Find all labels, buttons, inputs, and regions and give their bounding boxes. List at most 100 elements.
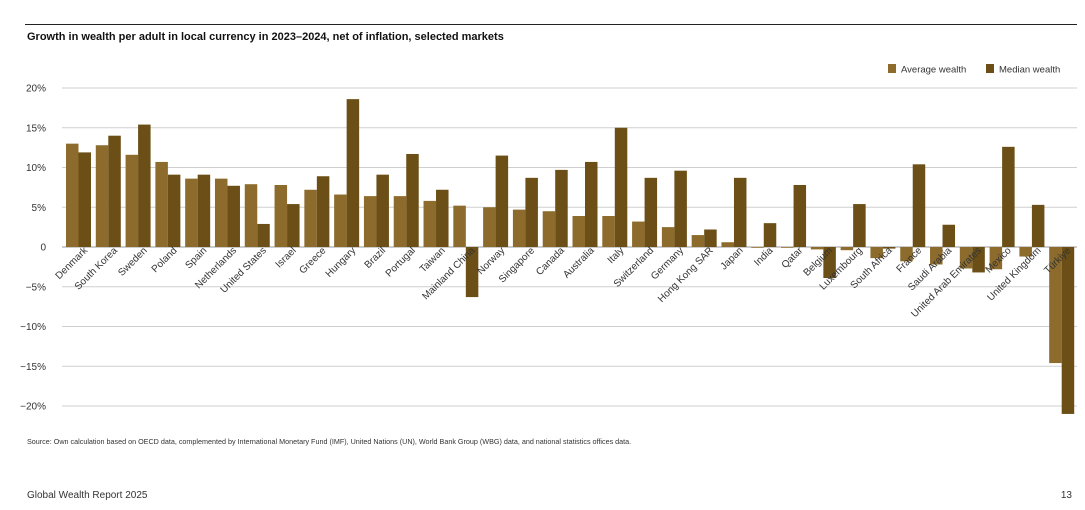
bar-average xyxy=(1019,247,1032,257)
bar-average xyxy=(244,184,258,247)
x-tick-label: Israel xyxy=(274,245,299,270)
bar-median xyxy=(406,153,419,247)
bar-average xyxy=(870,247,883,259)
report-name: Global Wealth Report 2025 xyxy=(27,490,148,501)
bar-average xyxy=(781,247,794,248)
bar-median xyxy=(197,174,211,247)
bar-median xyxy=(316,176,330,247)
bar-median xyxy=(525,177,538,247)
y-tick-label: 5% xyxy=(32,203,47,214)
y-tick-label: −15% xyxy=(20,362,46,373)
bar-average xyxy=(691,235,705,247)
bar-average xyxy=(185,178,198,247)
bar-median xyxy=(674,170,687,247)
bar-average xyxy=(572,215,585,247)
legend-swatch xyxy=(986,64,994,73)
bar-median xyxy=(1002,146,1015,247)
bar-average xyxy=(334,194,347,247)
bar-average xyxy=(423,200,437,247)
bar-average xyxy=(751,247,764,248)
y-tick-label: −5% xyxy=(26,282,46,293)
bar-average xyxy=(721,242,734,247)
bar-median xyxy=(614,127,628,247)
bar-median xyxy=(257,223,270,247)
bar-median xyxy=(823,247,836,279)
bar-average xyxy=(542,211,556,247)
x-tick-label: Italy xyxy=(606,245,627,266)
bar-average xyxy=(840,247,854,251)
top-rule xyxy=(25,24,1077,25)
bar-average xyxy=(512,209,526,247)
bar-average xyxy=(304,189,317,247)
x-tick-label: Hungary xyxy=(324,245,359,280)
bar-average xyxy=(214,178,228,247)
x-tick-label: Australia xyxy=(561,245,597,281)
bar-median xyxy=(436,189,449,247)
bar-average xyxy=(95,145,109,247)
bar-median xyxy=(704,229,717,247)
page-number: 13 xyxy=(1060,490,1072,501)
bar-average xyxy=(632,221,645,247)
bar-average xyxy=(483,207,496,247)
bar-median xyxy=(1031,204,1045,247)
bar-median xyxy=(793,184,807,247)
source-note: Source: Own calculation based on OECD da… xyxy=(27,437,632,446)
x-tick-label: Brazil xyxy=(363,245,388,270)
bar-median xyxy=(763,223,777,247)
chart-title: Growth in wealth per adult in local curr… xyxy=(27,31,504,43)
x-tick-label: Sweden xyxy=(116,245,149,278)
y-tick-label: −10% xyxy=(20,322,46,333)
bar-median xyxy=(376,174,389,247)
bar-median xyxy=(585,161,598,247)
bar-average xyxy=(930,247,943,265)
bar-median xyxy=(465,247,479,298)
bar-median xyxy=(733,177,747,247)
x-tick-label: Qatar xyxy=(780,245,806,271)
x-tick-label: Spain xyxy=(183,245,209,271)
bar-average xyxy=(453,205,466,247)
legend-swatch xyxy=(888,64,896,73)
bar-average xyxy=(274,184,288,247)
bar-median xyxy=(555,169,568,247)
bar-median xyxy=(882,247,896,249)
bar-median xyxy=(1061,247,1075,414)
x-tick-label: Japan xyxy=(719,245,746,272)
bar-median xyxy=(644,177,658,247)
x-tick-label: India xyxy=(752,245,775,268)
bar-average xyxy=(1049,247,1062,364)
bar-median xyxy=(138,124,151,247)
bar-median xyxy=(78,152,91,247)
bar-median xyxy=(108,135,121,247)
bar-average xyxy=(66,143,79,247)
bar-average xyxy=(125,154,139,247)
y-tick-label: 20% xyxy=(26,84,46,95)
bar-average xyxy=(363,196,377,247)
bar-average xyxy=(989,247,1003,270)
bar-average xyxy=(810,247,824,250)
bar-median xyxy=(495,155,509,247)
bar-average xyxy=(661,227,675,247)
bar-median xyxy=(287,204,300,247)
y-tick-label: 10% xyxy=(26,163,46,174)
bar-average xyxy=(900,247,913,262)
y-tick-label: 15% xyxy=(26,123,46,134)
bar-median xyxy=(167,174,181,247)
bar-median xyxy=(912,164,926,247)
x-tick-label: Poland xyxy=(150,245,180,275)
legend-label: Average wealth xyxy=(901,65,966,76)
bar-average xyxy=(155,161,168,247)
y-tick-label: 0 xyxy=(40,243,46,254)
bar-average xyxy=(959,247,973,269)
bar-median xyxy=(346,99,360,247)
bar-average xyxy=(393,196,407,247)
bar-median xyxy=(942,224,956,247)
bar-average xyxy=(602,215,615,247)
x-tick-label: Portugal xyxy=(384,245,418,279)
legend-label: Median wealth xyxy=(999,65,1060,76)
y-tick-label: −20% xyxy=(20,402,46,413)
bar-median xyxy=(227,185,240,247)
bar-median xyxy=(972,247,985,273)
bar-median xyxy=(853,204,866,247)
x-tick-label: Hong Kong SAR xyxy=(656,245,716,305)
